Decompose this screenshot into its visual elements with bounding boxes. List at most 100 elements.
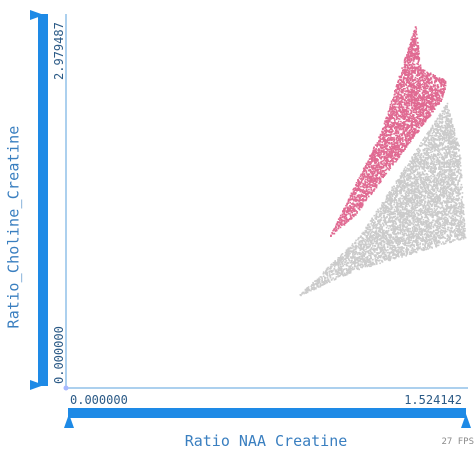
data-point — [405, 183, 407, 185]
data-point — [324, 282, 327, 285]
data-point — [435, 135, 438, 137]
data-point — [458, 215, 461, 218]
data-point — [389, 248, 391, 250]
data-point — [406, 201, 408, 203]
data-point — [436, 157, 439, 160]
data-point — [371, 238, 374, 241]
data-point — [430, 160, 433, 162]
data-point — [441, 202, 443, 204]
data-point — [381, 227, 383, 230]
data-point — [440, 171, 442, 174]
data-point — [389, 196, 391, 198]
data-point — [457, 160, 459, 162]
data-point — [416, 216, 419, 219]
data-point — [434, 205, 436, 208]
data-point — [410, 170, 412, 173]
data-point — [458, 168, 461, 171]
data-point — [350, 269, 352, 272]
data-point — [424, 216, 426, 219]
data-point — [405, 191, 408, 194]
data-point — [385, 217, 387, 219]
data-point — [401, 181, 403, 183]
data-point — [362, 264, 364, 267]
data-point — [447, 162, 449, 165]
data-point — [426, 185, 429, 188]
data-point — [417, 221, 420, 223]
data-point — [416, 196, 419, 199]
data-point — [460, 234, 462, 236]
data-point — [450, 131, 452, 133]
data-point — [403, 224, 406, 226]
data-point — [397, 225, 399, 227]
data-point — [444, 227, 446, 230]
data-point — [368, 230, 370, 233]
data-point — [439, 121, 442, 123]
data-point — [406, 183, 409, 186]
data-point — [426, 230, 429, 232]
data-point — [452, 215, 454, 218]
data-point — [452, 144, 454, 146]
data-point — [337, 258, 339, 261]
data-point — [425, 238, 428, 241]
data-point — [306, 290, 308, 293]
data-point — [387, 242, 390, 245]
data-point — [409, 173, 411, 176]
data-point — [411, 241, 413, 244]
data-point — [352, 250, 355, 253]
data-point — [376, 263, 378, 265]
data-point — [423, 182, 425, 185]
data-point — [423, 196, 425, 199]
data-point — [427, 233, 429, 236]
data-point — [358, 246, 360, 249]
data-point — [450, 199, 453, 201]
data-point — [410, 176, 412, 178]
data-point — [457, 194, 459, 197]
data-point — [371, 248, 374, 251]
data-point — [396, 235, 398, 238]
data-point — [455, 227, 457, 229]
data-point — [342, 260, 344, 263]
data-point — [452, 160, 455, 162]
data-point — [412, 235, 415, 237]
data-point — [395, 182, 398, 184]
data-point — [384, 207, 386, 209]
data-point — [354, 245, 356, 248]
data-point — [403, 225, 406, 228]
data-point — [458, 224, 461, 226]
data-point — [429, 180, 431, 182]
data-point — [451, 217, 453, 220]
data-point — [422, 206, 425, 208]
data-point — [436, 213, 438, 216]
data-point — [423, 239, 426, 241]
data-point — [412, 190, 415, 192]
data-point — [394, 229, 397, 231]
data-point — [371, 224, 373, 227]
data-point — [315, 284, 318, 286]
data-point — [349, 261, 352, 264]
data-point — [385, 232, 387, 234]
data-point — [452, 125, 454, 128]
data-point — [443, 173, 445, 176]
data-point — [458, 228, 460, 231]
data-point — [437, 172, 440, 175]
data-point — [452, 230, 454, 233]
data-point — [434, 164, 437, 166]
data-point — [383, 245, 385, 248]
data-point — [456, 165, 458, 168]
data-point — [359, 260, 361, 262]
data-point — [438, 129, 440, 131]
data-point — [416, 195, 419, 197]
data-point — [386, 206, 389, 208]
data-point — [401, 211, 403, 214]
data-point — [431, 208, 433, 210]
data-point — [381, 206, 383, 208]
data-point — [428, 208, 430, 210]
data-point — [393, 231, 396, 234]
data-point — [398, 229, 400, 231]
data-point — [371, 230, 374, 233]
data-point — [457, 222, 459, 225]
data-point — [364, 231, 367, 234]
data-point — [396, 184, 398, 187]
